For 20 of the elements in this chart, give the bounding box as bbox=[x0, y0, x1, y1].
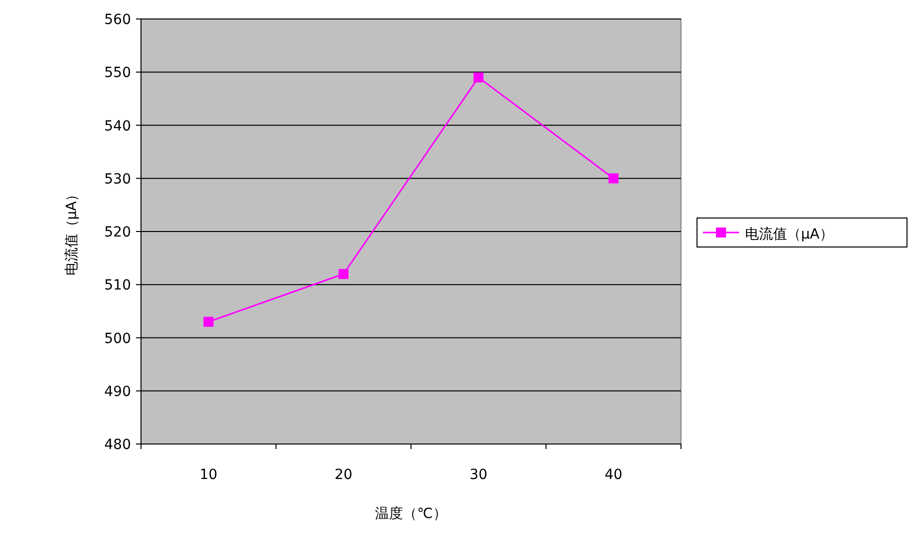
ytick: 540 bbox=[104, 118, 131, 134]
ytick: 560 bbox=[104, 12, 131, 28]
point bbox=[204, 316, 214, 327]
ytick: 500 bbox=[104, 330, 131, 347]
ytick: 530 bbox=[104, 171, 131, 188]
xlabel: 温度（℃） bbox=[375, 506, 447, 522]
ylabel: 电流值（μA） bbox=[64, 187, 80, 276]
ytick: 490 bbox=[104, 384, 131, 400]
point bbox=[474, 72, 484, 82]
ytick: 550 bbox=[104, 65, 131, 82]
xtick: 10 bbox=[200, 467, 218, 483]
ytick: 480 bbox=[104, 437, 131, 453]
ytick: 520 bbox=[104, 224, 131, 240]
xtick: 30 bbox=[470, 467, 488, 483]
point bbox=[608, 173, 618, 184]
xtick: 40 bbox=[604, 467, 622, 483]
xtick: 20 bbox=[334, 467, 352, 483]
point bbox=[338, 269, 348, 279]
ytick: 510 bbox=[104, 278, 131, 294]
legend-text: 电流值（μA） bbox=[745, 226, 834, 242]
